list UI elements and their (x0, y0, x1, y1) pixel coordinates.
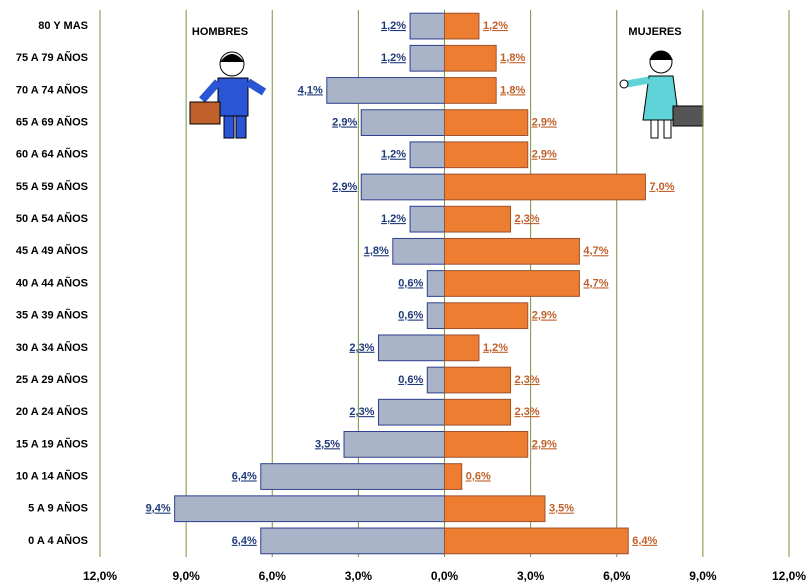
y-tick-label: 75 A 79 AÑOS (16, 51, 88, 64)
value-label: 1,2% (483, 20, 508, 32)
value-label: 2,9% (532, 149, 557, 161)
value-label: 2,3% (515, 213, 540, 225)
bar (444, 237, 580, 265)
bar (426, 302, 445, 330)
value-label: 4,7% (583, 277, 608, 289)
bar (444, 495, 546, 523)
y-tick-label: 35 A 39 AÑOS (16, 309, 88, 322)
bar (444, 12, 480, 40)
y-tick-label: 70 A 74 AÑOS (16, 83, 88, 96)
bar (392, 237, 446, 265)
bar (409, 141, 445, 169)
x-tick-label: 3,0% (345, 569, 373, 583)
value-label: 4,1% (298, 84, 323, 96)
bar (444, 141, 529, 169)
value-label: 1,2% (381, 213, 406, 225)
x-tick-label: 0,0% (431, 569, 459, 583)
value-label: 9,4% (146, 503, 171, 515)
bar (326, 77, 446, 104)
y-tick-label: 10 A 14 AÑOS (16, 469, 88, 482)
value-label: 0,6% (398, 277, 423, 289)
value-label: 2,3% (349, 406, 374, 418)
bar (444, 463, 463, 490)
bar (360, 109, 445, 136)
bar (426, 366, 445, 394)
value-label: 1,8% (500, 52, 525, 64)
y-tick-label: 55 A 59 AÑOS (16, 180, 88, 193)
x-tick-label: 6,0% (603, 569, 631, 583)
bar (444, 270, 580, 297)
bar (409, 205, 445, 233)
bar (444, 398, 512, 426)
bar (409, 44, 445, 72)
bar (444, 302, 529, 330)
bar (444, 431, 529, 458)
value-label: 7,0% (649, 181, 674, 193)
bar (377, 398, 445, 426)
x-tick-label: 3,0% (517, 569, 545, 583)
value-label: 6,4% (632, 535, 657, 547)
bar (174, 495, 445, 523)
value-label: 1,2% (381, 52, 406, 64)
bar (377, 334, 445, 362)
value-label: 0,6% (466, 470, 491, 482)
y-tick-label: 40 A 44 AÑOS (16, 276, 88, 289)
value-label: 3,5% (549, 503, 574, 515)
bar (444, 527, 629, 555)
man-figure (189, 51, 267, 139)
y-tick-label: 30 A 34 AÑOS (16, 341, 88, 354)
bar (426, 270, 445, 297)
legend-label: MUJERES (628, 26, 681, 38)
x-tick-label: 12,0% (772, 569, 806, 583)
value-label: 2,9% (532, 310, 557, 322)
bar (360, 173, 445, 201)
x-tick-label: 6,0% (259, 569, 287, 583)
value-label: 2,3% (515, 374, 540, 386)
value-label: 1,8% (500, 84, 525, 96)
bar (409, 12, 445, 40)
y-tick-label: 65 A 69 AÑOS (16, 116, 88, 129)
bar (444, 44, 497, 72)
bar (444, 205, 512, 233)
value-label: 0,6% (398, 310, 423, 322)
bar (444, 334, 480, 362)
bar (444, 109, 529, 136)
x-tick-label: 9,0% (689, 569, 717, 583)
y-tick-label: 15 A 19 AÑOS (16, 437, 88, 450)
value-label: 1,8% (364, 245, 389, 257)
value-label: 2,9% (532, 438, 557, 450)
x-tick-label: 9,0% (172, 569, 200, 583)
y-tick-label: 80 Y MAS (38, 20, 88, 32)
bar (343, 431, 446, 458)
value-label: 1,2% (381, 149, 406, 161)
bar (444, 173, 646, 201)
bar (260, 463, 445, 490)
y-tick-label: 45 A 49 AÑOS (16, 244, 88, 257)
bar (260, 527, 445, 555)
value-label: 2,9% (332, 181, 357, 193)
y-tick-label: 0 A 4 AÑOS (28, 534, 88, 547)
y-tick-label: 20 A 24 AÑOS (16, 405, 88, 418)
bar (444, 77, 497, 104)
value-label: 3,5% (315, 438, 340, 450)
value-label: 6,4% (232, 535, 257, 547)
value-label: 2,9% (532, 117, 557, 129)
y-tick-label: 50 A 54 AÑOS (16, 212, 88, 225)
value-label: 4,7% (583, 245, 608, 257)
value-label: 1,2% (483, 342, 508, 354)
value-label: 2,3% (349, 342, 374, 354)
bar (444, 366, 512, 394)
y-tick-label: 5 A 9 AÑOS (28, 502, 88, 515)
value-label: 2,3% (515, 406, 540, 418)
y-tick-label: 60 A 64 AÑOS (16, 148, 88, 161)
value-label: 0,6% (398, 374, 423, 386)
value-label: 6,4% (232, 470, 257, 482)
value-label: 2,9% (332, 117, 357, 129)
legend-label: HOMBRES (192, 26, 248, 38)
value-label: 1,2% (381, 20, 406, 32)
woman-figure (619, 50, 704, 139)
y-tick-label: 25 A 29 AÑOS (16, 373, 88, 386)
x-tick-label: 12,0% (83, 569, 117, 583)
